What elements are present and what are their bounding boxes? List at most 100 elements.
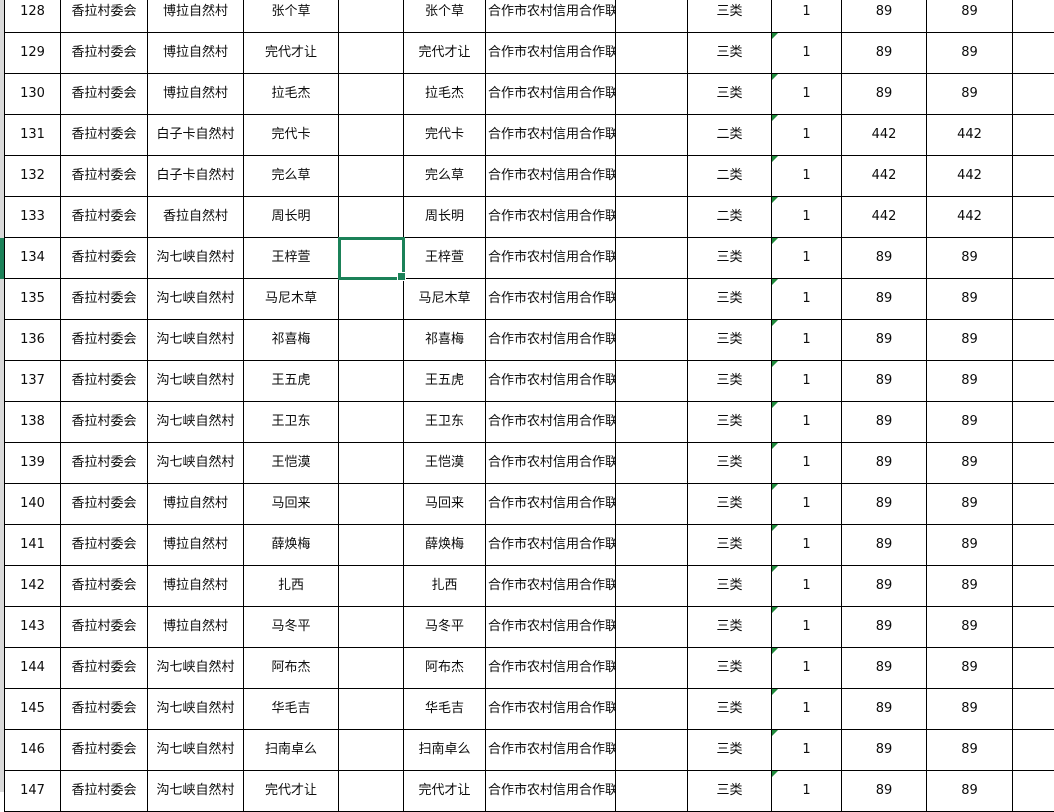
cell-row-number[interactable]: 134 <box>5 238 61 279</box>
cell-blank-column-2[interactable] <box>616 238 688 279</box>
cell-row-number[interactable]: 143 <box>5 607 61 648</box>
cell-category[interactable]: 二类 <box>688 197 772 238</box>
cell-quantity[interactable]: 1 <box>772 689 842 730</box>
cell-person-name-repeat[interactable]: 王五虎 <box>404 361 486 402</box>
cell-blank-column-1[interactable] <box>339 361 404 402</box>
table-row[interactable]: 130香拉村委会博拉自然村拉毛杰拉毛杰合作市农村信用合作联社营业部三类18989 <box>5 74 1054 115</box>
cell-bank-branch[interactable]: 合作市农村信用合作联社营业部 <box>486 648 616 689</box>
cell-category[interactable]: 三类 <box>688 566 772 607</box>
cell-bank-branch[interactable]: 合作市农村信用合作联社营业部 <box>486 238 616 279</box>
cell-blank-column-1[interactable] <box>339 730 404 771</box>
cell-bank-branch[interactable]: 合作市农村信用合作联社营业部 <box>486 443 616 484</box>
cell-person-name[interactable]: 完么草 <box>244 156 339 197</box>
cell-natural-village[interactable]: 沟七峡自然村 <box>148 771 244 812</box>
cell-blank-column-1[interactable] <box>339 320 404 361</box>
cell-natural-village[interactable]: 博拉自然村 <box>148 607 244 648</box>
cell-remarks[interactable] <box>1013 648 1054 689</box>
cell-amount-1[interactable]: 442 <box>842 156 927 197</box>
cell-amount-2[interactable]: 89 <box>927 689 1013 730</box>
cell-bank-branch[interactable]: 合作市农村信用合作联社营业部 <box>486 484 616 525</box>
cell-person-name[interactable]: 王五虎 <box>244 361 339 402</box>
cell-person-name-repeat[interactable]: 周长明 <box>404 197 486 238</box>
cell-blank-column-2[interactable] <box>616 156 688 197</box>
cell-amount-1[interactable]: 89 <box>842 279 927 320</box>
data-table[interactable]: 128香拉村委会博拉自然村张个草张个草合作市农村信用合作联社营业部三类18989… <box>4 0 1054 812</box>
cell-row-number[interactable]: 140 <box>5 484 61 525</box>
cell-blank-column-1[interactable] <box>339 525 404 566</box>
cell-quantity[interactable]: 1 <box>772 156 842 197</box>
cell-quantity[interactable]: 1 <box>772 771 842 812</box>
cell-remarks[interactable] <box>1013 238 1054 279</box>
cell-blank-column-2[interactable] <box>616 730 688 771</box>
cell-person-name[interactable]: 王梓萱 <box>244 238 339 279</box>
cell-natural-village[interactable]: 沟七峡自然村 <box>148 443 244 484</box>
cell-category[interactable]: 三类 <box>688 607 772 648</box>
cell-amount-1[interactable]: 89 <box>842 74 927 115</box>
cell-bank-branch[interactable]: 合作市农村信用合作联社营业部 <box>486 33 616 74</box>
cell-person-name[interactable]: 完代才让 <box>244 33 339 74</box>
cell-category[interactable]: 三类 <box>688 33 772 74</box>
cell-amount-2[interactable]: 89 <box>927 648 1013 689</box>
cell-amount-2[interactable]: 442 <box>927 115 1013 156</box>
cell-blank-column-1[interactable] <box>339 156 404 197</box>
cell-amount-2[interactable]: 89 <box>927 33 1013 74</box>
cell-remarks[interactable] <box>1013 197 1054 238</box>
cell-person-name[interactable]: 扫南卓么 <box>244 730 339 771</box>
cell-category[interactable]: 三类 <box>688 484 772 525</box>
cell-village-committee[interactable]: 香拉村委会 <box>61 361 148 402</box>
cell-blank-column-1[interactable] <box>339 648 404 689</box>
cell-amount-2[interactable]: 89 <box>927 238 1013 279</box>
table-row[interactable]: 129香拉村委会博拉自然村完代才让完代才让合作市农村信用合作联社营业部三类189… <box>5 33 1054 74</box>
cell-amount-2[interactable]: 89 <box>927 771 1013 812</box>
cell-natural-village[interactable]: 沟七峡自然村 <box>148 320 244 361</box>
cell-amount-2[interactable]: 89 <box>927 443 1013 484</box>
cell-row-number[interactable]: 141 <box>5 525 61 566</box>
cell-bank-branch[interactable]: 合作市农村信用合作联社营业部 <box>486 361 616 402</box>
cell-blank-column-2[interactable] <box>616 279 688 320</box>
cell-village-committee[interactable]: 香拉村委会 <box>61 320 148 361</box>
cell-amount-1[interactable]: 89 <box>842 443 927 484</box>
cell-person-name-repeat[interactable]: 马尼木草 <box>404 279 486 320</box>
cell-person-name[interactable]: 完代卡 <box>244 115 339 156</box>
cell-blank-column-1[interactable] <box>339 0 404 33</box>
cell-category[interactable]: 三类 <box>688 525 772 566</box>
cell-village-committee[interactable]: 香拉村委会 <box>61 33 148 74</box>
cell-row-number[interactable]: 129 <box>5 33 61 74</box>
cell-natural-village[interactable]: 博拉自然村 <box>148 566 244 607</box>
table-row[interactable]: 135香拉村委会沟七峡自然村马尼木草马尼木草合作市农村信用合作联社营业部三类18… <box>5 279 1054 320</box>
cell-bank-branch[interactable]: 合作市农村信用合作联社营业部 <box>486 566 616 607</box>
cell-amount-2[interactable]: 89 <box>927 361 1013 402</box>
table-row[interactable]: 140香拉村委会博拉自然村马回来马回来合作市农村信用合作联社营业部三类18989 <box>5 484 1054 525</box>
cell-natural-village[interactable]: 沟七峡自然村 <box>148 648 244 689</box>
cell-amount-1[interactable]: 89 <box>842 648 927 689</box>
cell-bank-branch[interactable]: 合作市农村信用合作联社营业部 <box>486 115 616 156</box>
cell-person-name[interactable]: 王恺漠 <box>244 443 339 484</box>
cell-row-number[interactable]: 131 <box>5 115 61 156</box>
cell-category[interactable]: 三类 <box>688 238 772 279</box>
cell-person-name-repeat[interactable]: 完代才让 <box>404 33 486 74</box>
cell-bank-branch[interactable]: 合作市农村信用合作联社营业部 <box>486 402 616 443</box>
cell-bank-branch[interactable]: 合作市农村信用合作联社营业部 <box>486 74 616 115</box>
cell-amount-1[interactable]: 89 <box>842 402 927 443</box>
cell-remarks[interactable] <box>1013 279 1054 320</box>
cell-quantity[interactable]: 1 <box>772 566 842 607</box>
cell-natural-village[interactable]: 沟七峡自然村 <box>148 361 244 402</box>
cell-person-name-repeat[interactable]: 祁喜梅 <box>404 320 486 361</box>
cell-quantity[interactable]: 1 <box>772 648 842 689</box>
cell-category[interactable]: 三类 <box>688 320 772 361</box>
cell-amount-1[interactable]: 89 <box>842 0 927 33</box>
table-row[interactable]: 147香拉村委会沟七峡自然村完代才让完代才让合作市农村信用合作联社营业部三类18… <box>5 771 1054 812</box>
cell-village-committee[interactable]: 香拉村委会 <box>61 402 148 443</box>
cell-row-number[interactable]: 135 <box>5 279 61 320</box>
cell-amount-1[interactable]: 89 <box>842 238 927 279</box>
cell-bank-branch[interactable]: 合作市农村信用合作联社营业部 <box>486 730 616 771</box>
cell-category[interactable]: 三类 <box>688 402 772 443</box>
cell-village-committee[interactable]: 香拉村委会 <box>61 771 148 812</box>
cell-amount-2[interactable]: 89 <box>927 279 1013 320</box>
cell-remarks[interactable] <box>1013 443 1054 484</box>
cell-amount-1[interactable]: 89 <box>842 484 927 525</box>
cell-category[interactable]: 三类 <box>688 648 772 689</box>
cell-amount-2[interactable]: 89 <box>927 730 1013 771</box>
cell-quantity[interactable]: 1 <box>772 279 842 320</box>
cell-blank-column-2[interactable] <box>616 771 688 812</box>
